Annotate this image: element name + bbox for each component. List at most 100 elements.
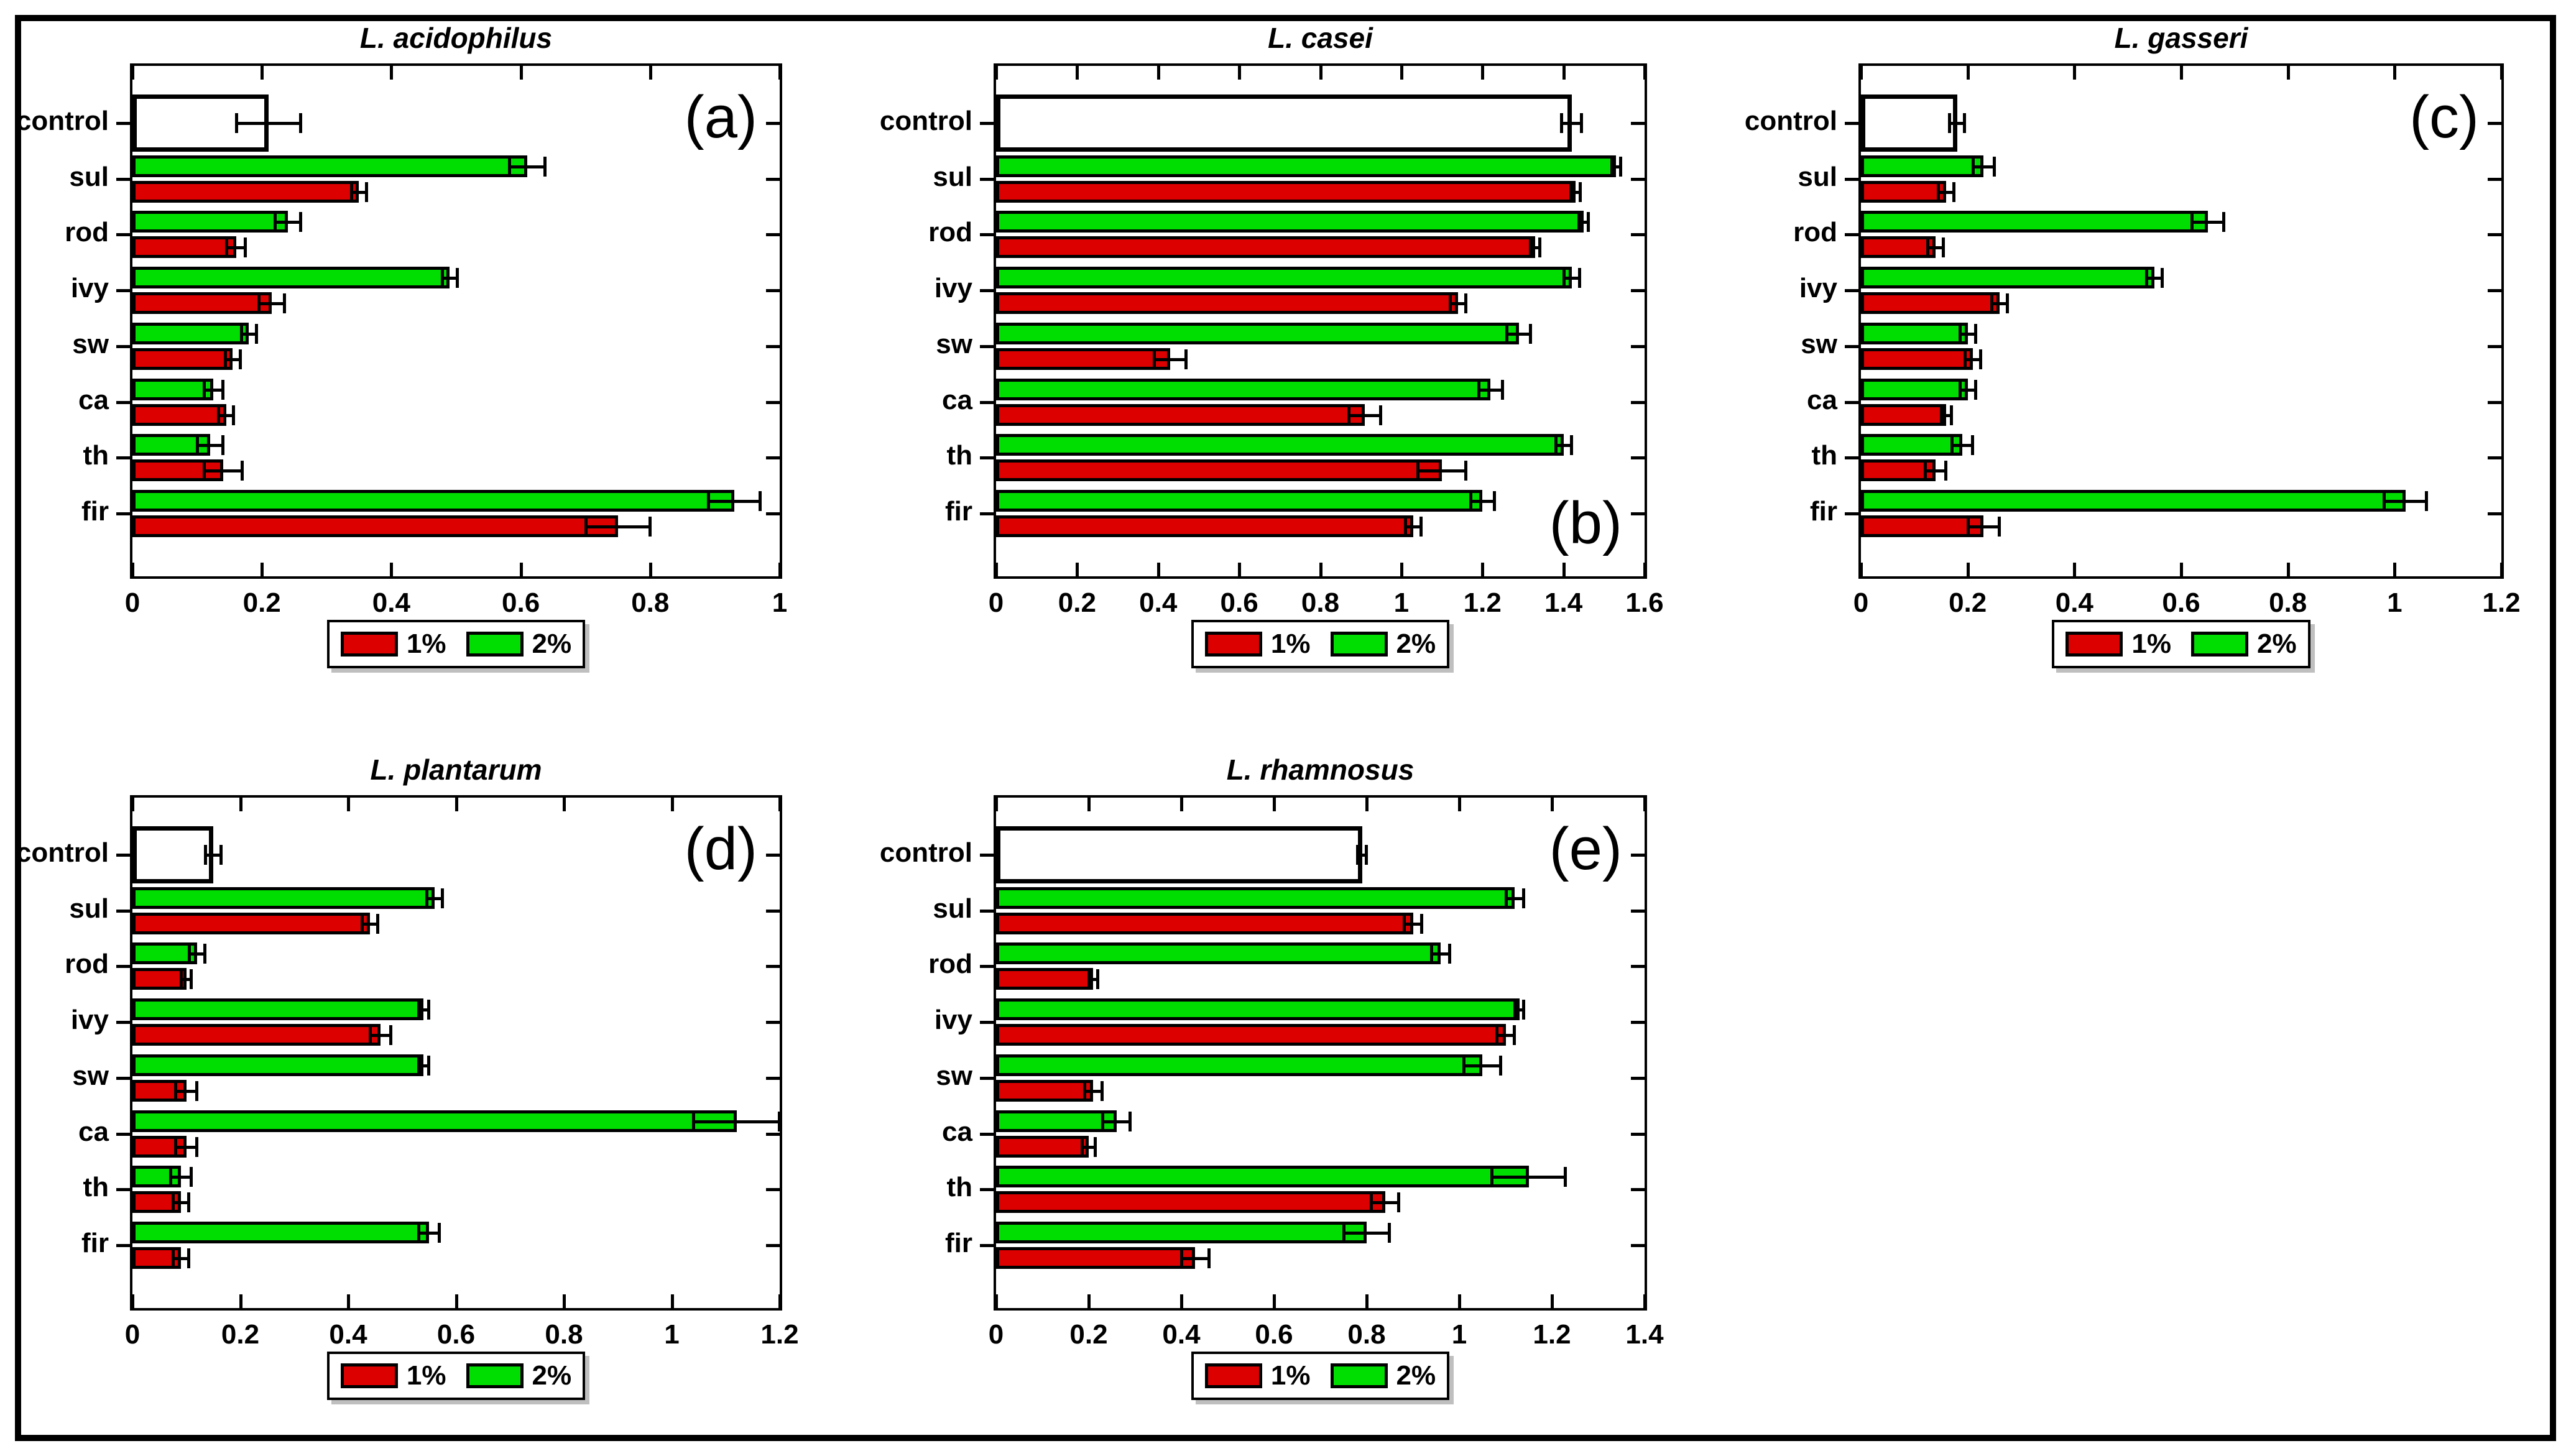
errorbar-cap-right-sw-1pct [1184,349,1188,369]
xtick-label-0.6: 0.6 [1220,587,1258,618]
xtick-label-1: 1 [664,1319,680,1350]
legend-item-label: 1% [1270,1360,1311,1391]
errorbar-cap-left-ca-1pct [174,1136,178,1157]
xtick-bottom-0.8 [1365,1294,1369,1308]
errorbar-cap-right-fir-2pct [758,491,762,511]
xtick-bottom-1.2 [1481,563,1485,576]
ytick-left-rod [980,233,994,236]
errorbar-cap-left-sul-1pct [360,913,364,934]
errorbar-rod-1pct [226,246,246,249]
ytick-label-rod: rod [65,949,109,979]
legend: 1% 2% [994,1352,1647,1400]
errorbar-cap-left-rod-2pct [2190,211,2194,232]
ytick-label-fir: fir [945,496,972,527]
ytick-left-rod [980,965,994,968]
xtick-bottom-0 [995,1294,998,1308]
bar-ca-2pct [996,1110,1117,1132]
bar-sul-1pct [996,181,1576,203]
errorbar-cap-right-fir-2pct [438,1222,441,1243]
errorbar-cap-left-sul-2pct [1972,156,1975,177]
errorbar-cap-right-sul-2pct [440,888,444,908]
xtick-bottom-0.6 [1238,563,1242,576]
ytick-label-control: control [1744,106,1837,136]
errorbar-cap-right-ca-2pct [1500,379,1504,400]
xtick-top-1.2 [1551,798,1554,811]
errorbar-ca-2pct [1102,1120,1131,1123]
errorbar-cap-right-sul-2pct [1992,156,1996,177]
errorbar-cap-left-th-1pct [172,1192,175,1212]
bar-fir-1pct [996,1247,1196,1269]
legend-swatch-1pct [340,1363,398,1388]
errorbar-fir-2pct [708,499,760,503]
errorbar-cap-right-rod-2pct [1587,211,1590,232]
errorbar-cap-right-sul-1pct [1579,182,1582,202]
errorbar-cap-left-th-1pct [1370,1192,1373,1212]
errorbar-cap-left-ca-2pct [1101,1111,1105,1131]
xtick-top-1 [670,798,674,811]
xtick-bottom-1.2 [1551,1294,1554,1308]
errorbar-cap-right-th-1pct [187,1192,191,1212]
ytick-left-ivy [1845,289,1858,292]
ytick-label-fir: fir [1810,496,1837,527]
errorbar-fir-2pct [1343,1231,1390,1235]
errorbar-ivy-2pct [1515,1008,1525,1011]
xtick-top-0 [995,66,998,80]
ytick-left-th [980,1188,994,1191]
errorbar-cap-left-control-control [1947,113,1951,133]
bar-ivy-2pct [996,267,1572,288]
xtick-label-1: 1 [772,587,788,618]
errorbar-cap-right-ivy-1pct [1464,293,1468,313]
errorbar-ivy-2pct [418,1008,430,1011]
ytick-right-th [2488,456,2501,459]
errorbar-cap-left-th-1pct [1416,460,1419,481]
errorbar-cap-left-ivy-2pct [1513,999,1517,1020]
xtick-label-0.4: 0.4 [329,1319,367,1350]
errorbar-cap-right-ivy-2pct [1522,999,1526,1020]
ytick-left-ca [116,1133,130,1136]
panel-label: (e) [1549,816,1622,882]
errorbar-cap-left-ca-1pct [1080,1136,1084,1157]
chart-title: L. casei [1268,22,1373,54]
legend-item-label: 1% [1270,629,1311,659]
xtick-top-1.2 [778,798,782,811]
xtick-bottom-0.2 [239,1294,242,1308]
xtick-top-0.4 [347,798,350,811]
xtick-label-1.2: 1.2 [2482,587,2521,618]
ytick-left-rod [116,965,130,968]
errorbar-cap-left-ca-1pct [1939,405,1943,425]
ytick-label-ca: ca [78,1117,109,1147]
errorbar-fir-2pct [1470,499,1495,503]
xtick-top-0.8 [1319,66,1322,80]
ytick-right-ivy [2488,289,2501,292]
ytick-left-ivy [116,1021,130,1024]
errorbar-cap-right-sul-2pct [543,156,547,177]
legend-item-label: 1% [2131,629,2171,659]
chart-panel-c: L. gasseri (c) control sul rod ivy sw ca th fir 0 0… [1745,22,2521,668]
errorbar-cap-left-ivy-1pct [1990,293,1994,313]
ytick-label-sw: sw [72,1061,109,1091]
legend-item-label: 2% [1396,1360,1436,1391]
errorbar-cap-left-fir-1pct [172,1248,175,1268]
ytick-right-control [1631,122,1645,125]
xtick-top-0.4 [390,66,394,80]
ytick-left-control [980,854,994,857]
ytick-right-fir [1631,512,1645,515]
xtick-bottom-0.6 [2180,563,2183,576]
legend-box: 1% 2% [1191,620,1450,668]
ytick-right-ca [1631,401,1645,404]
errorbar-ivy-1pct [369,1033,392,1037]
chart-title: L. plantarum [370,753,542,786]
xtick-bottom-0 [995,563,998,576]
errorbar-cap-right-fir-2pct [1492,491,1496,511]
xtick-label-0.6: 0.6 [2162,587,2200,618]
xtick-bottom-0.6 [455,1294,458,1308]
ytick-right-th [1631,456,1645,459]
errorbar-cap-right-ca-1pct [1379,405,1383,425]
errorbar-control-control [236,122,301,125]
ytick-label-rod: rod [65,217,109,247]
errorbar-cap-right-ca-1pct [232,405,236,425]
ytick-right-sw [1631,345,1645,348]
errorbar-cap-left-rod-2pct [188,943,192,964]
legend-box: 1% 2% [1191,1352,1450,1400]
bar-sul-2pct [1861,155,1984,177]
